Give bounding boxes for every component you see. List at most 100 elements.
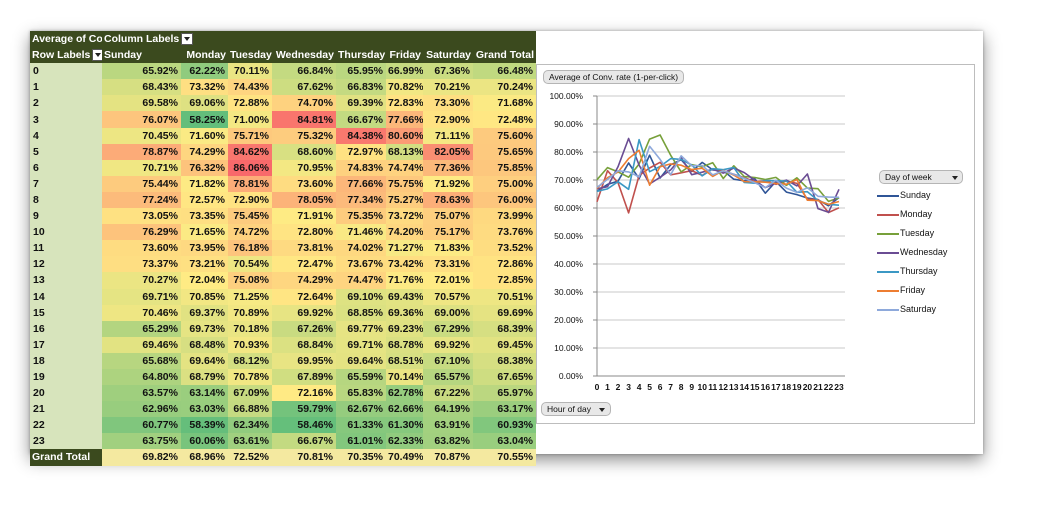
value-cell[interactable]: 68.48%	[181, 336, 228, 353]
value-cell[interactable]: 75.08%	[228, 272, 272, 289]
value-cell[interactable]: 71.25%	[228, 288, 272, 305]
grand-total-value[interactable]: 70.35%	[336, 449, 386, 466]
value-cell[interactable]: 75.27%	[386, 191, 423, 209]
value-cell[interactable]: 75.17%	[423, 224, 473, 241]
value-cell[interactable]: 75.60%	[473, 127, 537, 144]
row-labels-cell[interactable]: Row Labels	[30, 47, 102, 64]
value-cell[interactable]: 84.62%	[228, 143, 272, 160]
value-cell[interactable]: 67.10%	[423, 352, 473, 369]
value-cell[interactable]: 72.88%	[228, 95, 272, 112]
value-cell[interactable]: 73.60%	[102, 240, 181, 257]
value-cell[interactable]: 67.62%	[272, 79, 336, 96]
value-cell[interactable]: 69.64%	[336, 352, 386, 369]
value-cell[interactable]: 69.06%	[181, 95, 228, 112]
row-label[interactable]: 5	[30, 143, 102, 160]
value-cell[interactable]: 69.92%	[423, 336, 473, 353]
value-cell[interactable]: 65.59%	[336, 368, 386, 386]
value-cell[interactable]: 71.65%	[181, 224, 228, 241]
value-cell[interactable]: 70.14%	[386, 368, 423, 386]
value-cell[interactable]: 69.64%	[181, 352, 228, 369]
column-header[interactable]: Friday	[386, 47, 423, 64]
row-label[interactable]: 16	[30, 320, 102, 337]
value-cell[interactable]: 63.75%	[102, 433, 181, 450]
value-cell[interactable]: 73.30%	[423, 95, 473, 112]
value-cell[interactable]: 69.46%	[102, 336, 181, 353]
value-cell[interactable]: 65.29%	[102, 320, 181, 337]
grand-total-value[interactable]: 70.81%	[272, 449, 336, 466]
value-cell[interactable]: 67.29%	[423, 320, 473, 337]
row-label[interactable]: 13	[30, 272, 102, 289]
value-cell[interactable]: 68.78%	[386, 336, 423, 353]
value-cell[interactable]: 68.43%	[102, 79, 181, 96]
value-cell[interactable]: 68.12%	[228, 352, 272, 369]
grand-total-value[interactable]: 68.96%	[181, 449, 228, 466]
value-cell[interactable]: 65.97%	[473, 385, 537, 402]
grand-total-value[interactable]: 70.87%	[423, 449, 473, 466]
row-label[interactable]: 19	[30, 368, 102, 386]
value-cell[interactable]: 75.71%	[228, 127, 272, 144]
value-cell[interactable]: 63.61%	[228, 433, 272, 450]
value-cell[interactable]: 62.78%	[386, 385, 423, 402]
value-cell[interactable]: 69.58%	[102, 95, 181, 112]
value-cell[interactable]: 75.75%	[386, 175, 423, 192]
row-label[interactable]: 18	[30, 352, 102, 369]
value-cell[interactable]: 72.86%	[473, 256, 537, 273]
value-cell[interactable]: 75.35%	[336, 208, 386, 225]
row-label[interactable]: 1	[30, 79, 102, 96]
value-cell[interactable]: 74.47%	[336, 272, 386, 289]
row-label[interactable]: 0	[30, 63, 102, 80]
value-cell[interactable]: 66.84%	[272, 63, 336, 80]
value-cell[interactable]: 82.05%	[423, 143, 473, 160]
value-cell[interactable]: 68.84%	[272, 336, 336, 353]
value-cell[interactable]: 73.99%	[473, 208, 537, 225]
value-cell[interactable]: 68.38%	[473, 352, 537, 369]
value-cell[interactable]: 69.39%	[336, 95, 386, 112]
value-cell[interactable]: 70.11%	[228, 63, 272, 80]
value-cell[interactable]: 60.06%	[181, 433, 228, 450]
value-cell[interactable]: 70.95%	[272, 159, 336, 176]
value-cell[interactable]: 74.29%	[181, 143, 228, 160]
value-cell[interactable]: 69.36%	[386, 304, 423, 321]
value-cell[interactable]: 70.24%	[473, 79, 537, 96]
value-cell[interactable]: 74.20%	[386, 224, 423, 241]
value-cell[interactable]: 72.85%	[473, 272, 537, 289]
value-cell[interactable]: 66.83%	[336, 79, 386, 96]
value-cell[interactable]: 69.37%	[181, 304, 228, 321]
value-cell[interactable]: 63.14%	[181, 385, 228, 402]
value-cell[interactable]: 63.82%	[423, 433, 473, 450]
value-cell[interactable]: 70.89%	[228, 304, 272, 321]
value-cell[interactable]: 69.71%	[336, 336, 386, 353]
value-cell[interactable]: 66.67%	[336, 111, 386, 128]
value-cell[interactable]: 70.82%	[386, 79, 423, 96]
value-cell[interactable]: 74.43%	[228, 79, 272, 96]
value-cell[interactable]: 69.71%	[102, 288, 181, 305]
value-cell[interactable]: 73.31%	[423, 256, 473, 273]
value-cell[interactable]: 72.16%	[272, 385, 336, 402]
value-cell[interactable]: 66.67%	[272, 433, 336, 450]
value-cell[interactable]: 76.29%	[102, 224, 181, 241]
value-cell[interactable]: 68.60%	[272, 143, 336, 160]
value-cell[interactable]: 59.79%	[272, 401, 336, 418]
row-label[interactable]: 8	[30, 191, 102, 209]
value-cell[interactable]: 65.92%	[102, 63, 181, 80]
value-cell[interactable]: 69.45%	[473, 336, 537, 353]
value-cell[interactable]: 65.57%	[423, 368, 473, 386]
value-cell[interactable]: 73.67%	[336, 256, 386, 273]
value-cell[interactable]: 71.00%	[228, 111, 272, 128]
value-cell[interactable]: 67.65%	[473, 368, 537, 386]
row-label[interactable]: 17	[30, 336, 102, 353]
value-cell[interactable]: 69.10%	[336, 288, 386, 305]
value-cell[interactable]: 70.93%	[228, 336, 272, 353]
value-cell[interactable]: 71.91%	[272, 208, 336, 225]
value-cell[interactable]: 63.91%	[423, 417, 473, 434]
value-cell[interactable]: 86.06%	[228, 159, 272, 176]
value-cell[interactable]: 73.05%	[102, 208, 181, 225]
value-cell[interactable]: 73.52%	[473, 240, 537, 257]
value-cell[interactable]: 62.34%	[228, 417, 272, 434]
value-cell[interactable]: 76.00%	[473, 191, 537, 209]
value-cell[interactable]: 77.66%	[386, 111, 423, 128]
value-cell[interactable]: 63.57%	[102, 385, 181, 402]
value-cell[interactable]: 66.48%	[473, 63, 537, 80]
value-cell[interactable]: 69.43%	[386, 288, 423, 305]
value-cell[interactable]: 72.47%	[272, 256, 336, 273]
